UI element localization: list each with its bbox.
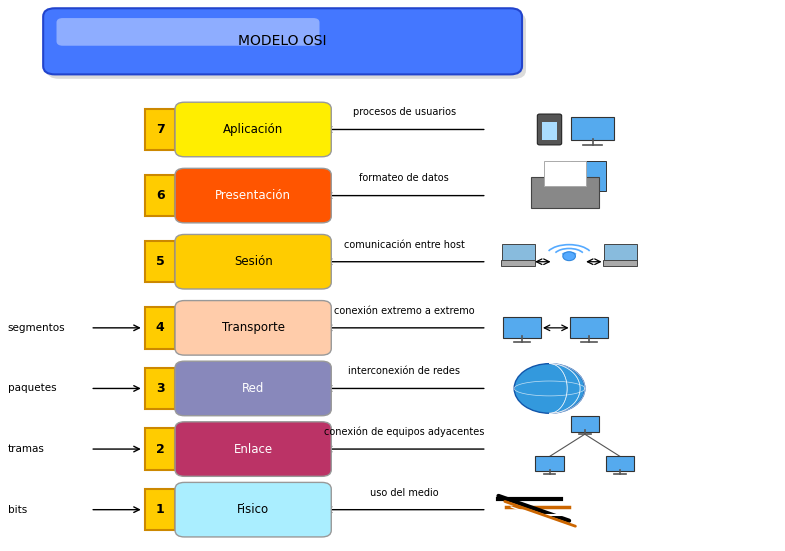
Circle shape [563,252,575,261]
FancyBboxPatch shape [531,177,599,208]
Text: 4: 4 [155,321,165,334]
FancyBboxPatch shape [537,114,562,145]
FancyBboxPatch shape [542,122,557,139]
Circle shape [514,364,585,413]
FancyBboxPatch shape [145,175,175,216]
Text: segmentos: segmentos [8,323,65,333]
Text: Red: Red [242,382,265,395]
FancyBboxPatch shape [571,161,606,191]
FancyBboxPatch shape [604,245,637,263]
FancyBboxPatch shape [501,261,535,266]
FancyBboxPatch shape [57,18,319,46]
Text: procesos de usuarios: procesos de usuarios [352,107,456,117]
FancyBboxPatch shape [145,429,175,469]
Text: Enlace: Enlace [234,442,272,456]
Text: 3: 3 [156,382,164,395]
FancyBboxPatch shape [145,109,175,150]
Text: formateo de datos: formateo de datos [360,174,449,183]
Text: interconexión de redes: interconexión de redes [349,366,460,376]
FancyBboxPatch shape [603,261,637,266]
FancyBboxPatch shape [43,8,522,74]
Text: Aplicación: Aplicación [223,123,283,136]
Text: uso del medio: uso del medio [370,488,439,498]
FancyBboxPatch shape [535,456,564,472]
Text: Transporte: Transporte [221,321,285,334]
FancyBboxPatch shape [47,13,526,79]
Text: Presentación: Presentación [215,189,291,202]
Text: MODELO OSI: MODELO OSI [239,34,327,48]
Text: 6: 6 [156,189,164,202]
FancyBboxPatch shape [175,361,331,415]
FancyBboxPatch shape [175,483,331,537]
FancyBboxPatch shape [571,117,614,140]
FancyBboxPatch shape [145,241,175,282]
FancyBboxPatch shape [145,307,175,348]
FancyBboxPatch shape [544,161,586,186]
FancyBboxPatch shape [606,456,634,472]
FancyBboxPatch shape [145,489,175,530]
FancyBboxPatch shape [175,422,331,476]
Text: Fisico: Fisico [237,503,269,516]
FancyBboxPatch shape [503,316,541,338]
Text: 5: 5 [155,255,165,268]
FancyBboxPatch shape [175,169,331,223]
FancyBboxPatch shape [175,301,331,355]
Text: 7: 7 [155,123,165,136]
Text: paquetes: paquetes [8,383,57,393]
Text: 1: 1 [155,503,165,516]
Text: bits: bits [8,505,27,515]
Text: Sesión: Sesión [234,255,272,268]
Text: tramas: tramas [8,444,45,454]
FancyBboxPatch shape [570,316,608,338]
Text: conexión extremo a extremo: conexión extremo a extremo [334,306,475,316]
Text: 2: 2 [155,442,165,456]
Text: conexión de equipos adyacentes: conexión de equipos adyacentes [324,426,484,437]
FancyBboxPatch shape [175,102,331,157]
Text: comunicación entre host: comunicación entre host [344,240,465,250]
FancyBboxPatch shape [175,235,331,289]
FancyBboxPatch shape [571,416,599,432]
FancyBboxPatch shape [502,245,535,263]
FancyBboxPatch shape [145,368,175,409]
